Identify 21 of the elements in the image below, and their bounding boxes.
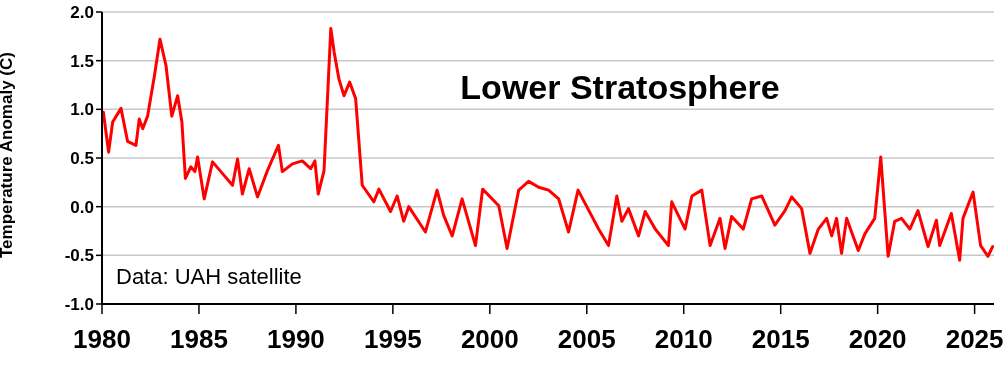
text: Lower Stratosphere	[459, 68, 781, 107]
y-axis-title: Temperature Anomaly (C)	[0, 52, 17, 258]
y-tick-label: 1.0	[70, 100, 94, 120]
x-tick-label: 2010	[654, 324, 713, 355]
y-tick-label: 0.0	[70, 197, 94, 217]
line-series	[102, 27, 994, 262]
x-tick-label: 1985	[170, 324, 228, 355]
x-tick-label: 2000	[460, 324, 519, 355]
x-tick-label: 1995	[363, 324, 422, 355]
x-tick-label: 2020	[848, 324, 907, 355]
y-tick-label: -0.5	[64, 246, 94, 266]
y-tick-label: 0.5	[70, 149, 94, 169]
x-tick-label: 1990	[266, 324, 325, 355]
y-tick-label: -1.0	[64, 295, 94, 315]
y-tick-label: 2.0	[70, 3, 94, 23]
x-tick-label: 2025	[945, 324, 1004, 355]
y-tick-label: 1.5	[70, 51, 94, 71]
x-tick-label: 2015	[751, 324, 810, 355]
x-tick-label: 1980	[73, 324, 131, 355]
annotation: Data: UAH satellite	[116, 264, 302, 290]
x-tick-label: 2005	[557, 324, 616, 355]
